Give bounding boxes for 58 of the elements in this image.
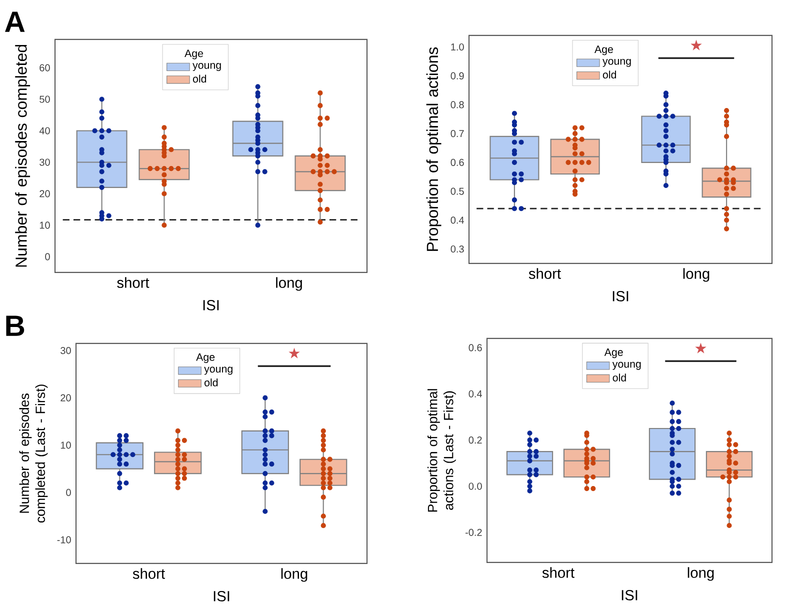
y-axis-title: Proportion of optimal actions	[426, 47, 442, 251]
y-tick-label: -0.2	[466, 528, 482, 536]
y-tick-label: 0.9	[450, 72, 464, 80]
annotation: ★	[695, 342, 706, 354]
legend-title: Age	[196, 354, 215, 364]
legend-label: old	[204, 378, 218, 386]
y-tick-label: 0.2	[468, 436, 482, 444]
x-tick-label: short	[132, 568, 165, 580]
legend-label: young	[192, 63, 221, 72]
y-tick-label: 0.3	[450, 246, 464, 253]
legend-label: young	[204, 366, 232, 375]
y-tick-label: 30	[40, 158, 50, 166]
chart-title: A	[5, 12, 25, 32]
x-axis-title: ISI	[612, 291, 628, 302]
chart-title: B	[6, 316, 24, 336]
y-tick-label: 0.4	[468, 390, 482, 398]
x-axis-title: ISI	[203, 300, 219, 310]
x-tick-label: short	[528, 268, 561, 280]
legend-title: Age	[604, 348, 623, 358]
y-tick-label: 0.8	[450, 101, 464, 108]
x-tick-label: long	[688, 567, 714, 581]
x-axis-title: ISI	[214, 591, 230, 602]
legend-title: Age	[594, 46, 613, 56]
y-tick-label: 0.6	[468, 344, 482, 352]
y-tick-label: 50	[40, 96, 50, 103]
y-axis-title: Proportion of optimal actions (Last - First)	[427, 389, 456, 512]
y-tick-label: -10	[57, 536, 71, 544]
annotation: ★	[288, 348, 300, 358]
y-axis-title: Number of episodes completed	[15, 45, 30, 267]
y-tick-label: 0.6	[450, 158, 464, 166]
y-tick-label: 0.4	[450, 216, 464, 224]
y-tick-label: 20	[40, 190, 50, 198]
y-tick-label: 0.7	[450, 130, 464, 138]
y-tick-label: 30	[60, 347, 71, 354]
annotation: ★	[690, 40, 702, 50]
y-tick-label: 0.5	[450, 188, 464, 195]
legend-title: Age	[184, 50, 204, 60]
y-tick-label: 60	[40, 64, 50, 72]
x-tick-label: short	[542, 567, 574, 578]
y-tick-label: 0	[66, 489, 71, 496]
legend-label: old	[602, 70, 616, 79]
y-axis-title: Number of episodes completed (Last - First)	[19, 384, 48, 523]
legend-label: young	[602, 59, 631, 67]
x-tick-label: short	[117, 277, 150, 288]
y-tick-label: 10	[60, 442, 71, 449]
legend-label: old	[612, 374, 626, 382]
y-tick-label: 0	[45, 253, 50, 260]
x-tick-label: long	[683, 268, 710, 282]
legend-label: young	[612, 362, 641, 370]
x-tick-label: long	[281, 568, 308, 582]
y-tick-label: 10	[40, 222, 50, 229]
y-tick-label: 1.0	[451, 44, 464, 51]
y-tick-label: 20	[60, 394, 71, 402]
x-tick-label: long	[276, 277, 302, 291]
y-tick-label: 0.0	[468, 482, 482, 490]
legend-label: old	[192, 74, 206, 83]
y-tick-label: 40	[39, 127, 50, 134]
x-axis-title: ISI	[622, 590, 638, 600]
